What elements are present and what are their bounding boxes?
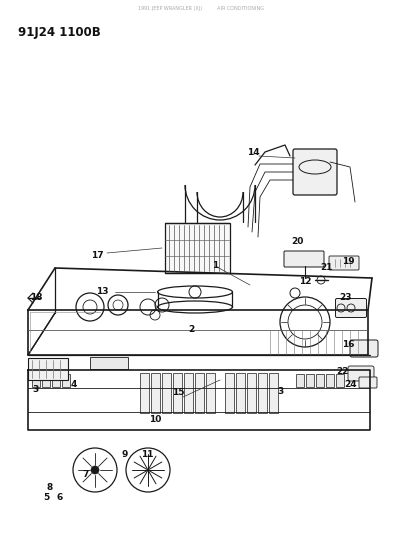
Text: 18: 18 <box>30 293 42 302</box>
FancyBboxPatch shape <box>358 377 376 388</box>
Text: 16: 16 <box>341 341 353 350</box>
FancyBboxPatch shape <box>184 373 192 413</box>
FancyBboxPatch shape <box>305 374 313 387</box>
Text: 24: 24 <box>344 381 356 390</box>
FancyBboxPatch shape <box>335 298 366 318</box>
Text: 11: 11 <box>140 450 153 459</box>
Text: 91J24 1100B: 91J24 1100B <box>18 26 101 38</box>
FancyBboxPatch shape <box>283 251 323 267</box>
Text: 15: 15 <box>171 389 184 398</box>
FancyBboxPatch shape <box>315 374 323 387</box>
Text: 8: 8 <box>47 483 53 492</box>
FancyBboxPatch shape <box>28 358 68 380</box>
FancyBboxPatch shape <box>140 373 149 413</box>
FancyBboxPatch shape <box>32 374 40 387</box>
Text: 21: 21 <box>320 263 332 272</box>
Text: 17: 17 <box>91 252 103 261</box>
Text: 3: 3 <box>33 385 39 394</box>
Text: 9: 9 <box>122 450 128 459</box>
FancyBboxPatch shape <box>335 374 343 387</box>
FancyBboxPatch shape <box>42 374 50 387</box>
Text: 6: 6 <box>57 494 63 503</box>
FancyBboxPatch shape <box>52 374 60 387</box>
Text: 13: 13 <box>95 287 108 296</box>
Text: 1: 1 <box>211 261 218 270</box>
Circle shape <box>91 466 99 474</box>
Text: 5: 5 <box>43 494 49 503</box>
Text: 7: 7 <box>83 471 89 480</box>
FancyBboxPatch shape <box>325 374 333 387</box>
Text: 20: 20 <box>290 238 302 246</box>
FancyBboxPatch shape <box>151 373 160 413</box>
FancyBboxPatch shape <box>295 374 303 387</box>
Text: 10: 10 <box>148 416 161 424</box>
Text: 14: 14 <box>246 148 259 157</box>
FancyBboxPatch shape <box>225 373 233 413</box>
FancyBboxPatch shape <box>172 373 182 413</box>
FancyBboxPatch shape <box>90 357 128 369</box>
Text: 1991 JEEP WRANGLER (XJ)          AIR CONDITIONING: 1991 JEEP WRANGLER (XJ) AIR CONDITIONING <box>138 5 263 11</box>
Text: 3: 3 <box>277 387 284 397</box>
FancyBboxPatch shape <box>268 373 277 413</box>
FancyBboxPatch shape <box>162 373 170 413</box>
FancyBboxPatch shape <box>246 373 255 413</box>
Text: 4: 4 <box>71 381 77 390</box>
FancyBboxPatch shape <box>328 256 358 270</box>
FancyBboxPatch shape <box>347 366 373 381</box>
FancyBboxPatch shape <box>349 340 377 357</box>
FancyBboxPatch shape <box>164 223 229 273</box>
FancyBboxPatch shape <box>257 373 266 413</box>
FancyBboxPatch shape <box>194 373 203 413</box>
FancyBboxPatch shape <box>235 373 244 413</box>
Text: 23: 23 <box>339 294 351 303</box>
Text: 12: 12 <box>298 278 310 287</box>
FancyBboxPatch shape <box>292 149 336 195</box>
Text: 19: 19 <box>341 257 353 266</box>
Text: 2: 2 <box>187 326 194 335</box>
FancyBboxPatch shape <box>205 373 215 413</box>
FancyBboxPatch shape <box>62 374 70 387</box>
Text: 22: 22 <box>336 367 348 376</box>
